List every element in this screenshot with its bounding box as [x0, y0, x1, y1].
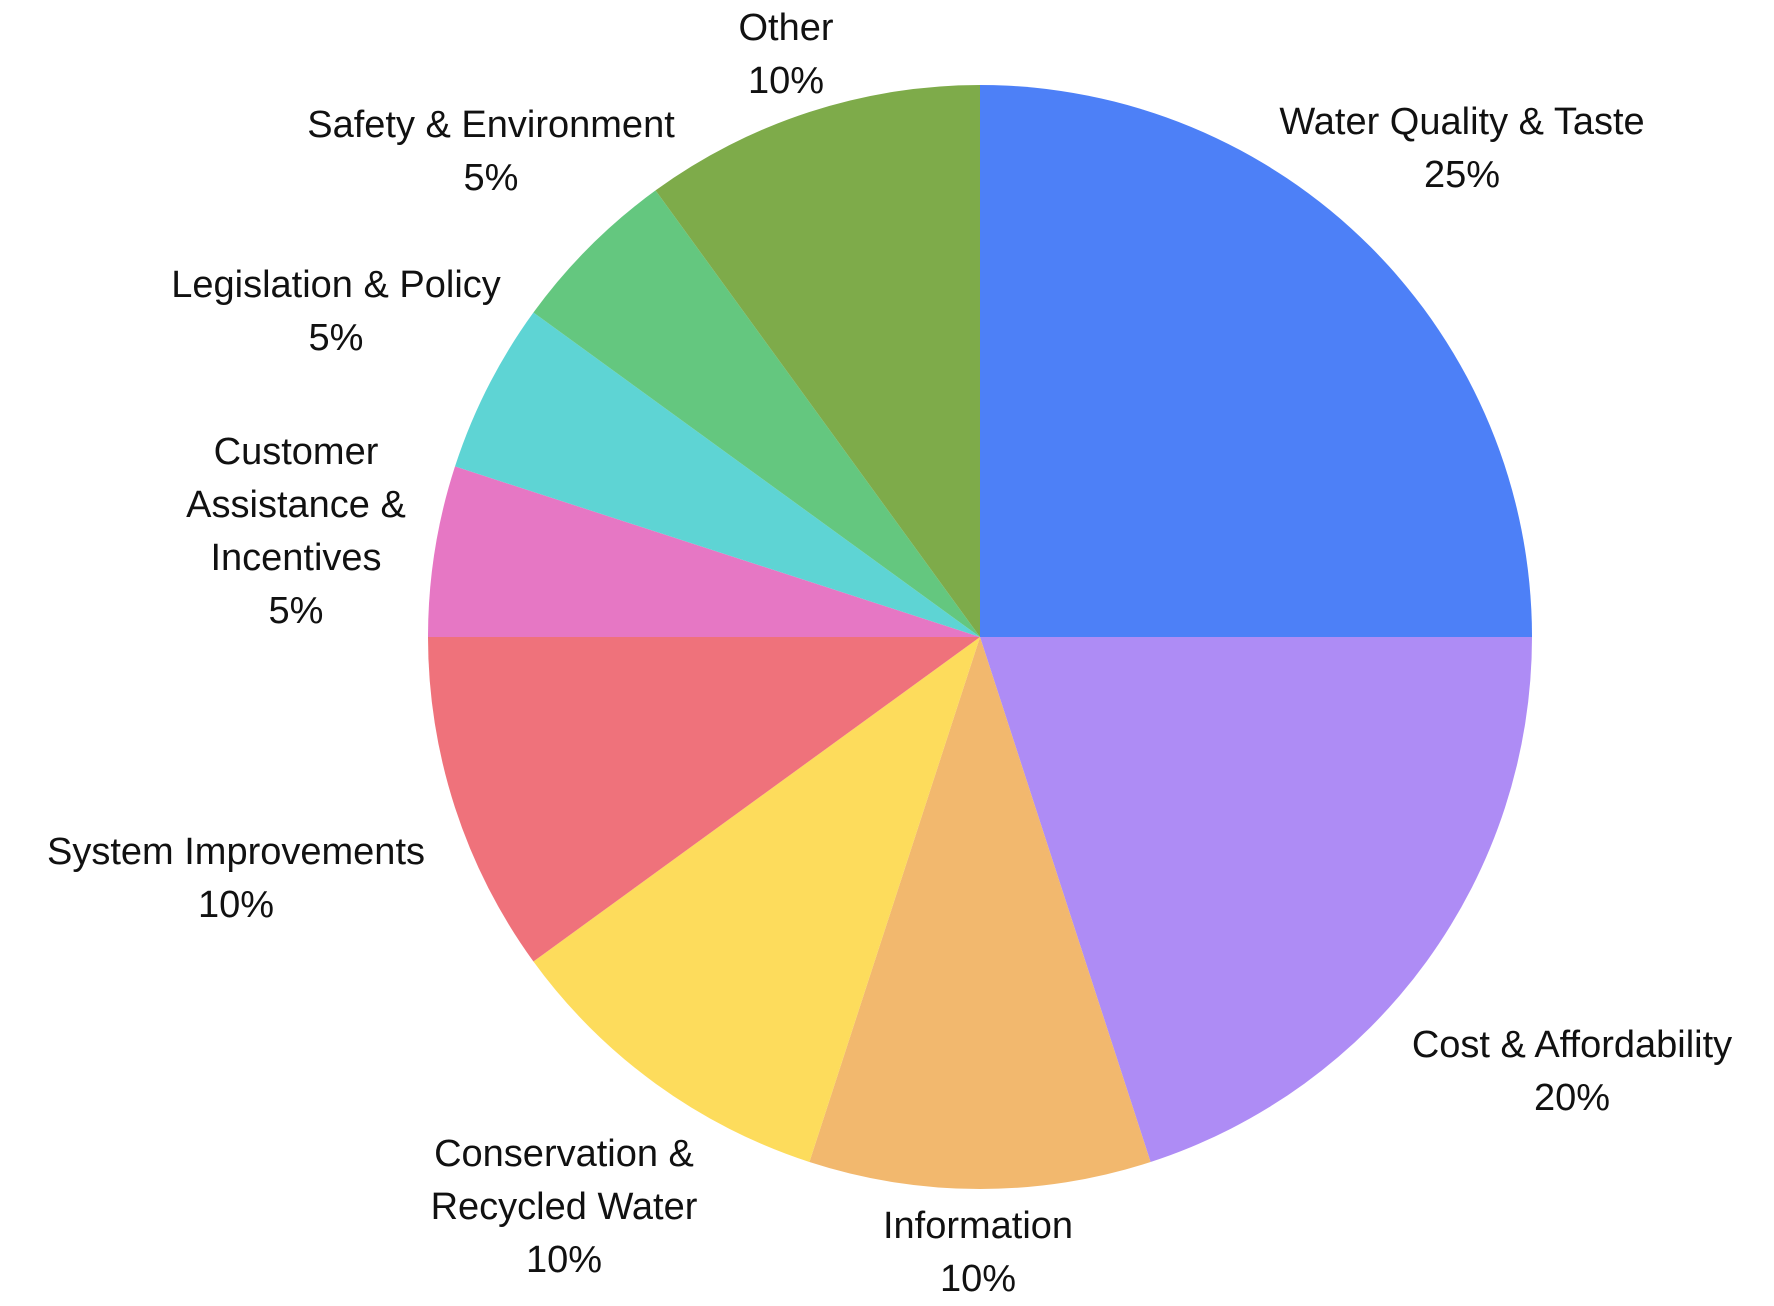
slice-label-text: System Improvements	[47, 831, 425, 873]
pie-slice-customer-assistance-incentives	[428, 466, 980, 637]
slice-label-text: Information	[882, 1205, 1074, 1247]
pie-slice-information	[809, 637, 1151, 1189]
slice-label: System Improvements 10%	[47, 826, 425, 932]
slice-label-text: Customer	[213, 431, 379, 473]
slice-label: Information 10%	[883, 1200, 1073, 1306]
pie-slice-other	[655, 85, 980, 637]
slice-label-text: Recycled Water	[430, 1186, 698, 1228]
slice-label: Other 10%	[738, 2, 833, 108]
slice-label: Safety & Environment 5%	[307, 99, 675, 205]
pie-slice-conservation-recycled-water	[533, 637, 980, 1162]
slice-value-label: 20%	[1533, 1077, 1611, 1119]
slice-label-text: Safety & Environment	[307, 104, 675, 146]
slice-value-label: 5%	[463, 157, 519, 199]
slice-value-label: 5%	[308, 317, 364, 359]
slice-value-label: 25%	[1423, 154, 1501, 196]
pie-slice-cost-affordability	[980, 637, 1532, 1162]
pie-slice-water-quality-taste	[980, 85, 1532, 637]
slice-label-text: Assistance &	[186, 484, 406, 526]
slice-label-text: Other	[738, 7, 834, 49]
slice-label-text: Water Quality & Taste	[1279, 101, 1645, 143]
pie-slice-legislation-policy	[455, 312, 980, 637]
slice-label-text: Incentives	[210, 537, 382, 579]
slice-value-label: 10%	[197, 884, 275, 926]
slice-label-text: Legislation & Policy	[171, 264, 501, 306]
slice-label: Customer Assistance & Incentives 5%	[186, 426, 406, 638]
slice-value-label: 5%	[268, 590, 324, 632]
slice-value-label: 10%	[939, 1258, 1017, 1300]
slice-value-label: 10%	[525, 1239, 603, 1281]
slice-label: Cost & Affordability 20%	[1412, 1019, 1732, 1125]
slice-label-text: Conservation &	[434, 1133, 694, 1175]
pie-slice-safety-environment	[533, 190, 980, 638]
slice-label: Water Quality & Taste 25%	[1279, 96, 1644, 202]
slice-label-text: Cost & Affordability	[1411, 1024, 1733, 1066]
slice-label: Conservation & Recycled Water 10%	[431, 1128, 698, 1287]
pie-slice-system-improvements	[428, 637, 980, 962]
slice-label: Legislation & Policy 5%	[171, 259, 501, 365]
slice-value-label: 10%	[747, 60, 825, 102]
